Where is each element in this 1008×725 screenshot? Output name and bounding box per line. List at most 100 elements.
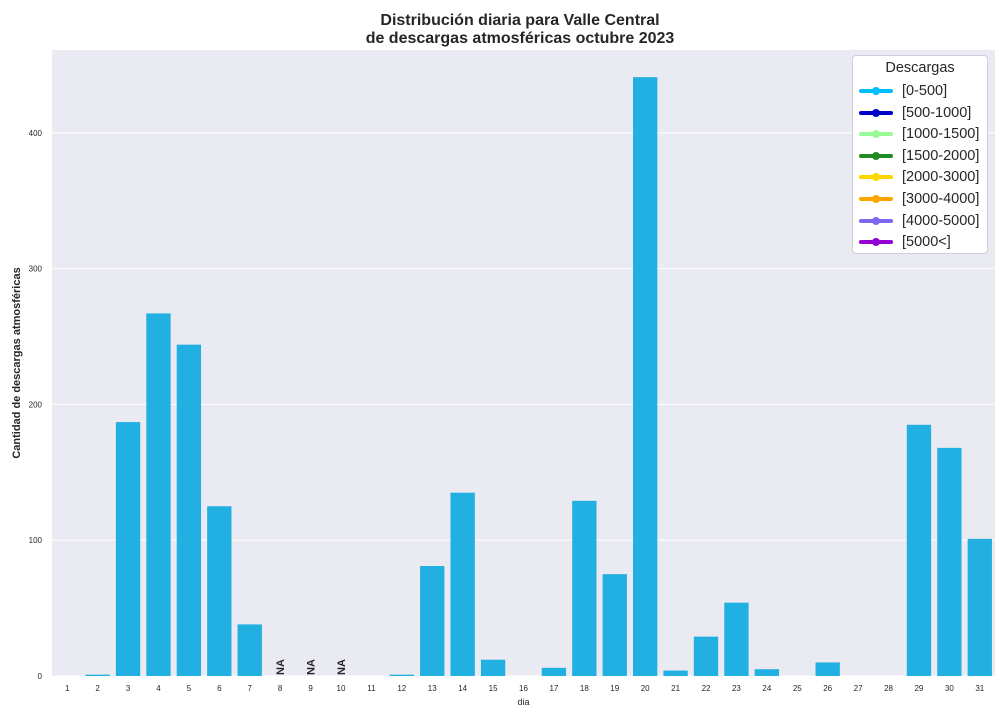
- bar: [420, 566, 445, 676]
- legend-label: [4000-5000]: [902, 212, 980, 229]
- x-tick-label: 27: [854, 684, 863, 693]
- bar: [967, 538, 992, 676]
- chart-title: Distribución diaria para Valle Centralde…: [366, 12, 675, 47]
- x-tick-label: 29: [914, 684, 923, 693]
- y-tick-label: 300: [29, 265, 43, 274]
- y-axis-ticks: 0 100 200 300 400: [29, 129, 43, 681]
- y-axis-label: Cantidad de descargas atmosféricas: [11, 267, 23, 458]
- bar: [602, 574, 627, 676]
- chart-title-line: Distribución diaria para Valle Central: [380, 12, 659, 29]
- x-tick-label: 13: [428, 684, 437, 693]
- x-tick-label: 17: [549, 684, 558, 693]
- bar: [693, 636, 719, 676]
- x-tick-label: 18: [580, 684, 589, 693]
- legend-marker: [872, 108, 880, 117]
- bar: [572, 500, 597, 676]
- legend-item: [500-1000]: [859, 103, 971, 123]
- x-tick-label: 16: [519, 684, 528, 693]
- missing-labels: NA NA NA: [275, 659, 348, 675]
- bar: [906, 424, 932, 676]
- legend-item: [3000-4000]: [859, 189, 979, 209]
- bar: [146, 313, 171, 676]
- x-tick-label: 3: [126, 684, 131, 693]
- x-tick-label: 21: [671, 684, 680, 693]
- x-tick-label: 9: [308, 684, 313, 693]
- missing-value-label: NA: [306, 659, 318, 675]
- x-axis-ticks: 1 2 3 4 5 6 7 8 9 10 11 12 13 14 15 16 17 18 19 20 21 22 23 24 2…: [65, 684, 985, 693]
- y-tick-label: 0: [38, 672, 43, 681]
- x-tick-label: 8: [278, 684, 283, 693]
- x-tick-label: 1: [65, 684, 70, 693]
- bar: [541, 667, 567, 676]
- legend: Descargas [0-500] [500-1000] [1000-1500] [1…: [852, 55, 988, 254]
- x-tick-label: 25: [793, 684, 802, 693]
- bar: [754, 669, 780, 676]
- y-tick-label: 200: [29, 400, 43, 409]
- x-tick-label: 10: [337, 684, 346, 693]
- x-tick-label: 22: [702, 684, 711, 693]
- legend-item: [1000-1500]: [859, 124, 979, 144]
- x-tick-label: 4: [156, 684, 161, 693]
- legend-marker: [872, 216, 880, 225]
- legend-item: [1500-2000]: [859, 146, 979, 166]
- x-tick-label: 28: [884, 684, 893, 693]
- legend-marker: [872, 173, 880, 182]
- legend-item: [5000<]: [859, 232, 951, 252]
- bar: [85, 674, 110, 676]
- x-tick-label: 20: [641, 684, 650, 693]
- legend-swatch: [859, 151, 893, 160]
- legend-swatch: [859, 87, 893, 95]
- x-tick-label: 2: [95, 684, 100, 693]
- legend-item: [2000-3000]: [859, 167, 979, 187]
- x-tick-label: 24: [762, 684, 771, 693]
- x-tick-label: 23: [732, 684, 741, 693]
- legend-title: Descargas: [885, 60, 955, 76]
- x-tick-label: 31: [975, 684, 984, 693]
- legend-swatch: [859, 238, 893, 247]
- bar: [389, 674, 414, 676]
- legend-swatch: [859, 108, 893, 117]
- missing-value-label: NA: [275, 659, 287, 675]
- bar: [724, 602, 749, 676]
- legend-marker: [872, 238, 880, 247]
- legend-label: [0-500]: [902, 83, 948, 99]
- x-tick-label: 15: [489, 684, 498, 693]
- x-tick-label: 6: [217, 684, 222, 693]
- bar: [633, 77, 658, 677]
- x-axis-label: dia: [517, 697, 529, 707]
- x-tick-label: 7: [247, 684, 252, 693]
- bar: [480, 659, 506, 676]
- x-tick-label: 12: [397, 684, 406, 693]
- x-tick-label: 5: [187, 684, 192, 693]
- legend-label: [3000-4000]: [902, 191, 980, 207]
- bars: [85, 77, 992, 677]
- legend-item: [4000-5000]: [859, 211, 979, 231]
- missing-value-label: NA: [336, 659, 348, 675]
- x-tick-label: 30: [945, 684, 954, 693]
- legend-swatch: [859, 216, 893, 225]
- legend-item: [0-500]: [859, 81, 947, 101]
- x-tick-label: 19: [610, 684, 619, 693]
- x-tick-label: 11: [367, 684, 376, 693]
- bar: [207, 506, 232, 676]
- legend-swatch: [859, 195, 893, 203]
- bar: [450, 492, 475, 676]
- bar: [115, 422, 141, 676]
- legend-marker: [872, 130, 880, 139]
- bar: [815, 662, 840, 676]
- legend-swatch: [859, 130, 893, 139]
- legend-marker: [872, 195, 880, 203]
- bar: [663, 670, 688, 676]
- legend-label: [2000-3000]: [902, 169, 980, 186]
- bar: [237, 624, 262, 676]
- legend-label: [500-1000]: [902, 104, 972, 121]
- legend-label: [5000<]: [902, 234, 951, 251]
- y-tick-label: 400: [29, 129, 43, 138]
- bar: [176, 344, 202, 676]
- legend-label: [1000-1500]: [902, 126, 980, 143]
- legend-label: [1500-2000]: [902, 147, 980, 164]
- bar: [937, 447, 962, 676]
- legend-marker: [872, 87, 880, 95]
